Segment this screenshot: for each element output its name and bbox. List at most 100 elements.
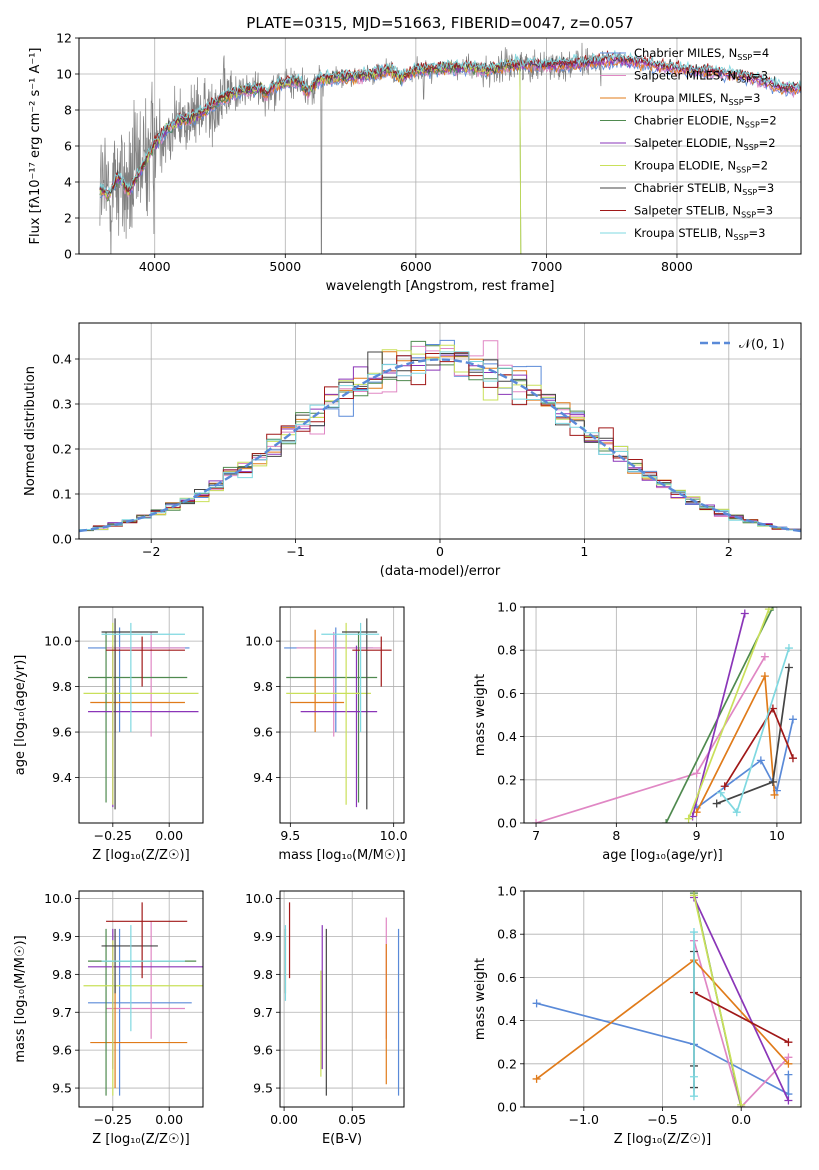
errorbar-point-8 [106,902,188,979]
axis-label-x: E(B-V) [322,1132,362,1147]
tick-label-y: 0.4 [497,1013,517,1028]
axis-label-x: wavelength [Angstrom, rest frame] [326,279,555,294]
weight-line [693,895,743,1105]
axis-label-x: age [log₁₀(age/yr)] [602,848,723,863]
ticks: −2 −1 0 1 2 0.0 0.1 0.2 0.3 0.4 [52,352,733,560]
errorbar-point-7 [342,618,378,810]
weight-line [693,991,789,1043]
tick-label-y: 1.0 [497,600,517,615]
tick-label-y: 0.8 [497,927,517,942]
model-spectrum-6 [99,59,522,254]
plot-area [532,607,797,823]
weight-series-5 [688,609,749,821]
tick-label-y: 9.4 [253,770,273,785]
weight-marker [768,607,777,611]
axis-label-x: Z [log₁₀(Z/Z☉)] [92,1132,189,1147]
tick-label-x: 0.00 [270,1112,298,1127]
errorbar-point-5 [88,928,203,1070]
grid [79,891,203,1107]
grid [524,606,801,824]
plot-area [83,618,199,810]
axes-frame [78,37,802,255]
tick-label-x: 9 [693,828,701,843]
weight-series-9 [716,644,793,817]
figure-title: PLATE=0315, MJD=51663, FIBERID=0047, z=0… [246,14,633,32]
weight-series-6 [684,607,773,823]
tick-label-y: 10.0 [44,634,72,649]
histogram-9 [79,351,801,531]
weight-marker [784,644,793,653]
tick-label-y: 12 [56,31,72,46]
tick-label-x: 7000 [531,259,563,274]
ticks: 0.00 0.05 9.5 9.6 9.7 9.8 9.9 10.0 [245,891,366,1127]
legend-entry: Salpeter ELODIE, NSSP=2 [634,136,776,152]
weight-line [687,608,770,820]
tick-label-x: 5000 [269,259,301,274]
axes-frame [78,606,204,824]
errorbar-point-1 [284,627,373,733]
tick-label-y: 9.8 [52,967,72,982]
tick-label-y: 9.8 [253,679,273,694]
ticks: −1.0 −0.5 0.0 0.0 0.2 0.4 0.6 0.8 1.0 [497,884,751,1128]
weight-marker [689,928,698,937]
weight-marker [784,1070,793,1079]
weight-marker [788,715,797,724]
tick-label-x: 10.0 [380,828,408,843]
weight-line [693,897,790,1101]
ticks: −0.25 0.00 9.5 9.6 9.7 9.8 9.9 10.0 [44,891,183,1127]
panel-age-vs-metallicity: −0.25 0.00 9.4 9.6 9.8 10.0 Z [log₁₀(Z/Z☉)] age… [13,606,204,863]
weight-series-3 [692,672,779,817]
weight-marker [764,607,773,614]
axis-label-y: Flux [fλ10⁻¹⁷ erg cm⁻² s⁻¹ A⁻¹] [28,48,43,245]
plot-area [532,891,793,1107]
tick-label-x: 8000 [661,259,693,274]
panel-residual-histogram: −2 −1 0 1 2 0.0 0.1 0.2 0.3 0.4 (data-model)/error… [23,322,802,579]
errorbar-point-6 [83,940,203,1096]
tick-label-y: 0.4 [497,729,517,744]
panel-mass-vs-metallicity: −0.25 0.00 9.5 9.6 9.7 9.8 9.9 10.0 Z [log₁₀(Z/Z… [13,890,204,1147]
model-spectrum-9 [99,50,801,195]
weight-series-6 [689,891,746,1107]
tick-label-y: 9.8 [253,967,273,982]
tick-label-x: 2 [725,544,733,559]
axis-label-y: age [log₁₀(age/yr)] [13,655,28,776]
plot-area [79,339,801,533]
errorbar-point-3 [290,629,345,733]
tick-label-y: 9.5 [253,1081,273,1096]
grid [280,891,404,1107]
weight-series-8 [720,704,797,791]
weight-marker [756,756,765,765]
legend-entry: Chabrier MILES, NSSP=4 [634,46,769,62]
weight-marker [784,1059,793,1068]
weight-marker [684,814,693,823]
errorbar-point-6 [83,622,199,805]
tick-label-x: −1.0 [569,1112,599,1127]
weight-line [693,940,790,1107]
tick-label-x: 0.0 [731,1112,751,1127]
ticks: 7 8 9 10 0.0 0.2 0.4 0.6 0.8 1.0 [497,600,785,844]
axis-label-x: Z [log₁₀(Z/Z☉)] [614,1132,711,1147]
legend: Chabrier MILES, NSSP=4 Salpeter MILES, NS… [600,46,777,242]
weight-marker [770,790,779,799]
axes-frame [78,322,802,540]
weight-marker [788,754,797,763]
weight-marker [784,1038,793,1047]
grid [280,607,404,823]
weight-line [536,1002,790,1096]
weight-marker [720,782,729,791]
axes-frame [523,890,802,1108]
errorbar-point-2 [106,632,185,737]
tick-label-y: 10 [56,67,72,82]
weight-marker [532,819,541,823]
tick-label-x: 6000 [400,259,432,274]
tick-label-x: 7 [532,828,540,843]
errorbar-point-9 [321,622,380,733]
panel-age-vs-mass: 9.5 10.0 9.4 9.6 9.8 10.0 mass [log₁₀(M/M☉)] [245,606,408,863]
legend-entry: Kroupa ELODIE, NSSP=2 [634,159,768,175]
ticks: 9.5 10.0 9.4 9.6 9.8 10.0 [245,634,407,843]
tick-label-y: 2 [64,211,72,226]
tick-label-x: −0.5 [647,1112,677,1127]
tick-label-y: 4 [64,175,72,190]
weight-marker [760,672,769,681]
